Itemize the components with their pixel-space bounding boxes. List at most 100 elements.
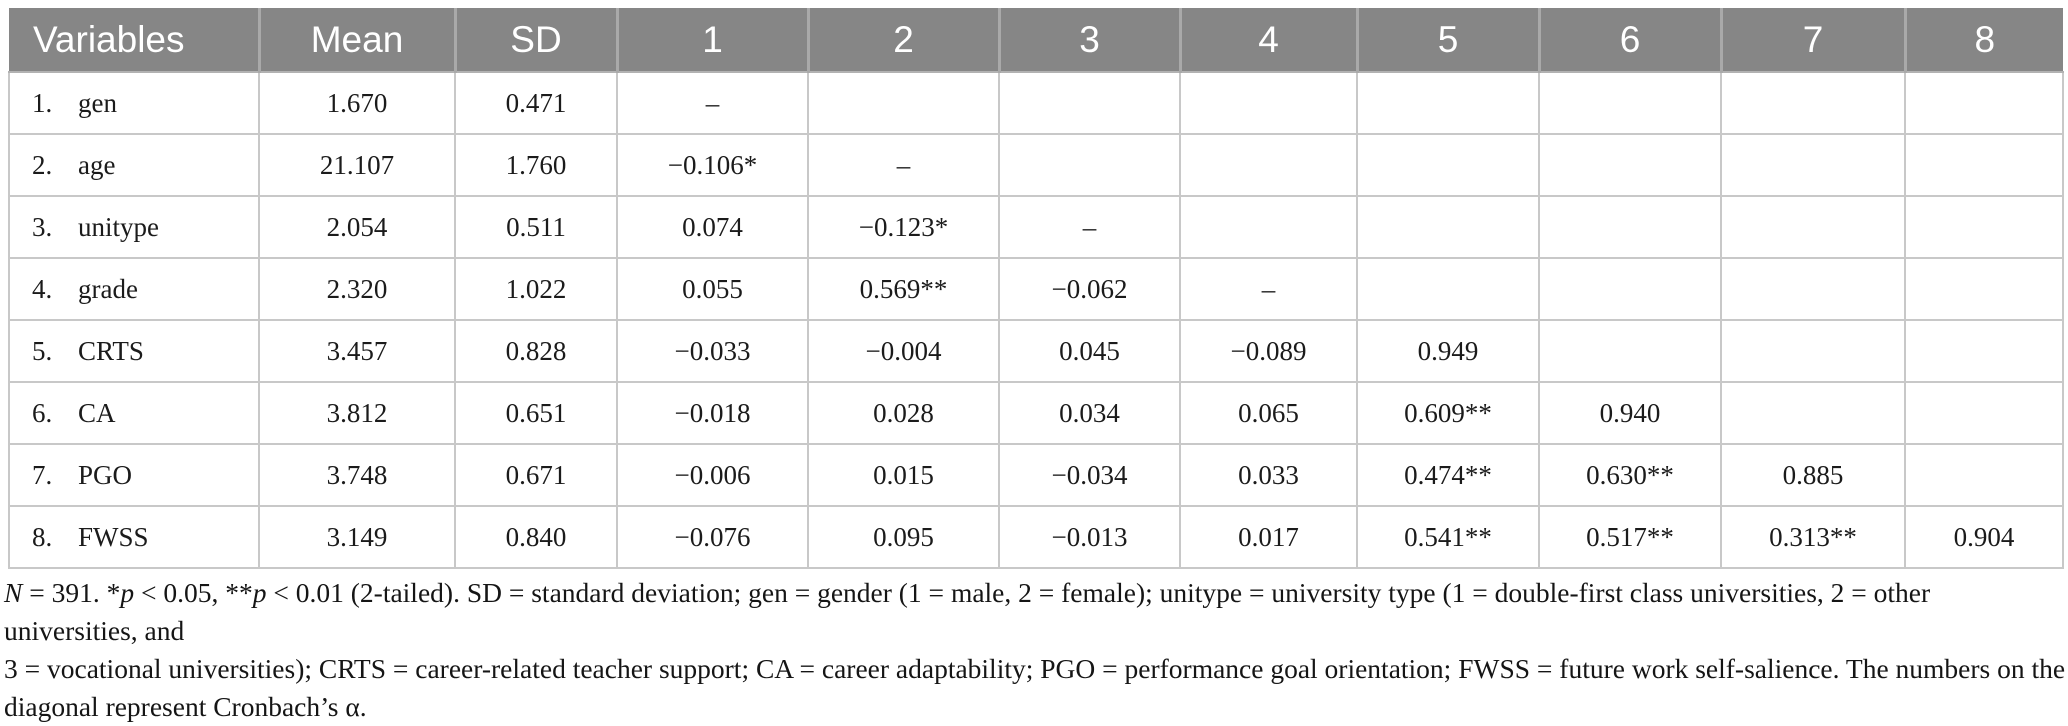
table-header: Variables Mean SD 1 2 3 4 5 6 7 8: [9, 8, 2063, 73]
footnote-text: diagonal represent Cronbach’s α.: [4, 691, 367, 722]
table-cell: [1720, 71, 1906, 135]
table-cell: [1904, 381, 2064, 445]
table-cell: [1904, 443, 2064, 507]
row-number: 5.: [32, 335, 53, 366]
table-cell: [1720, 381, 1906, 445]
col-header-7: 7: [1719, 8, 1905, 73]
table-cell: 0.840: [454, 505, 618, 569]
table-cell: 0.517**: [1538, 505, 1722, 569]
table-cell: 1.760: [454, 133, 618, 197]
table-cell: −0.076: [616, 505, 809, 569]
table-cell: [807, 71, 1000, 135]
table-cell: 0.074: [616, 195, 809, 259]
table-cell: 0.034: [998, 381, 1181, 445]
table-cell: [1179, 71, 1358, 135]
table-cell: 0.045: [998, 319, 1181, 383]
table-cell: 0.055: [616, 257, 809, 321]
header-row: Variables Mean SD 1 2 3 4 5 6 7 8: [9, 8, 2063, 73]
table-cell: 0.904: [1904, 505, 2064, 569]
table-cell: [998, 133, 1181, 197]
table-cell: [1179, 195, 1358, 259]
table-cell: −0.004: [807, 319, 1000, 383]
row-name: FWSS: [78, 521, 149, 552]
table-cell: [1179, 133, 1358, 197]
table-cell: 0.028: [807, 381, 1000, 445]
col-header-3: 3: [997, 8, 1180, 73]
table-cell: −0.034: [998, 443, 1181, 507]
table-cell: [1904, 195, 2064, 259]
table-cell: −0.089: [1179, 319, 1358, 383]
table-cell: [1356, 71, 1540, 135]
table-cell: 0.033: [1179, 443, 1358, 507]
table-cell: [1904, 319, 2064, 383]
table-cell: 0.095: [807, 505, 1000, 569]
row-label: 4. grade: [8, 257, 260, 321]
row-number: 6.: [32, 397, 53, 428]
table-cell: 3.748: [258, 443, 456, 507]
table-cell: 0.651: [454, 381, 618, 445]
table-cell: −0.033: [616, 319, 809, 383]
row-name: PGO: [78, 459, 133, 490]
row-number: 1.: [32, 87, 53, 118]
table-cell: −0.123*: [807, 195, 1000, 259]
table-cell: 0.609**: [1356, 381, 1540, 445]
correlation-table: Variables Mean SD 1 2 3 4 5 6 7 8 1. gen 1.670 0.471–…: [8, 8, 2064, 569]
col-header-variables: Variables: [9, 8, 259, 73]
table-cell: [1538, 257, 1722, 321]
row-number: 4.: [32, 273, 53, 304]
footnote-line: 3 = vocational universities); CRTS = car…: [4, 650, 2066, 688]
table-row: 1. gen 1.670 0.471–: [8, 71, 2064, 135]
table-cell: 0.630**: [1538, 443, 1722, 507]
row-label: 5. CRTS: [8, 319, 260, 383]
table-cell: 0.471: [454, 71, 618, 135]
row-label: 2. age: [8, 133, 260, 197]
table-cell: [1538, 71, 1722, 135]
table-cell: 1.670: [258, 71, 456, 135]
table-cell: [1904, 71, 2064, 135]
row-name: CRTS: [78, 335, 144, 366]
footnote-text: = 391. *: [22, 577, 121, 608]
col-header-1: 1: [615, 8, 808, 73]
table-cell: [1538, 195, 1722, 259]
table-cell: 3.812: [258, 381, 456, 445]
table-cell: 0.511: [454, 195, 618, 259]
footnote-italic-term: p: [120, 577, 135, 608]
table-cell: [1720, 195, 1906, 259]
table-cell: –: [807, 133, 1000, 197]
col-header-sd: SD: [453, 8, 617, 73]
table-cell: 3.149: [258, 505, 456, 569]
footnote-line: N = 391. *p < 0.05, **p < 0.01 (2-tailed…: [4, 574, 2066, 650]
table-cell: 0.940: [1538, 381, 1722, 445]
table-cell: 0.828: [454, 319, 618, 383]
table-cell: –: [998, 195, 1181, 259]
table-cell: 21.107: [258, 133, 456, 197]
table-cell: −0.062: [998, 257, 1181, 321]
footnote-text: 3 = vocational universities); CRTS = car…: [4, 653, 2066, 684]
table-row: 7. PGO 3.748 0.671 −0.006 0.015 −0.034 0.033 0.4…: [8, 443, 2064, 507]
table-cell: 0.949: [1356, 319, 1540, 383]
table-cell: [1720, 319, 1906, 383]
table-cell: 0.569**: [807, 257, 1000, 321]
row-name: gen: [78, 87, 117, 118]
table-row: 8. FWSS 3.149 0.840 −0.076 0.095 −0.013 0.017 0.…: [8, 505, 2064, 569]
table-cell: 0.541**: [1356, 505, 1540, 569]
table-cell: [1538, 133, 1722, 197]
row-name: unitype: [78, 211, 159, 242]
table-row: 3. unitype 2.054 0.511 0.074 −0.123* –: [8, 195, 2064, 259]
table-cell: [1356, 195, 1540, 259]
row-label: 7. PGO: [8, 443, 260, 507]
table-row: 4. grade 2.320 1.022 0.055 0.569** −0.062–: [8, 257, 2064, 321]
table-cell: 3.457: [258, 319, 456, 383]
row-label: 3. unitype: [8, 195, 260, 259]
table-cell: –: [616, 71, 809, 135]
correlation-table-container: Variables Mean SD 1 2 3 4 5 6 7 8 1. gen 1.670 0.471–…: [8, 8, 2064, 569]
col-header-mean: Mean: [257, 8, 455, 73]
table-cell: −0.018: [616, 381, 809, 445]
row-label: 6. CA: [8, 381, 260, 445]
table-cell: 2.320: [258, 257, 456, 321]
row-number: 3.: [32, 211, 53, 242]
table-cell: [1720, 133, 1906, 197]
table-cell: [1356, 257, 1540, 321]
table-cell: 0.885: [1720, 443, 1906, 507]
footnote-italic-term: N: [4, 577, 23, 608]
